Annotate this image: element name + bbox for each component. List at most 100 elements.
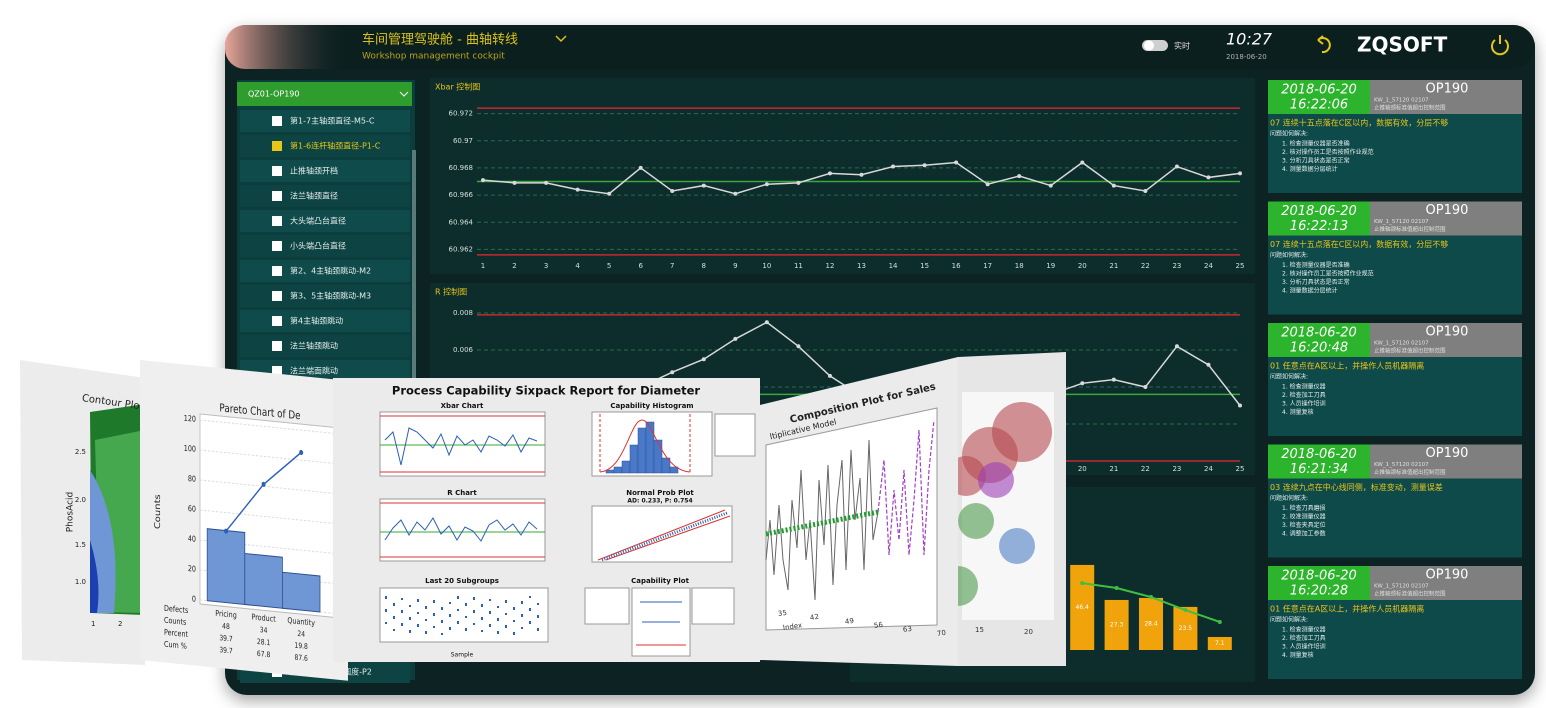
switch-knob[interactable]: [1144, 40, 1154, 51]
mini-dot: [473, 611, 475, 613]
back-button[interactable]: [1317, 35, 1331, 54]
trend-point: [1217, 619, 1222, 624]
alert-step: 4. 测量数据分层统计: [1282, 165, 1338, 173]
mini-dot: [537, 603, 539, 605]
x-tick-label: 15: [920, 262, 929, 270]
contour-ytick: 1.0: [75, 578, 86, 586]
panel-title: Capability Histogram: [610, 402, 693, 410]
sidebar-item: 止推轴颈开档: [290, 166, 338, 176]
data-point: [1111, 183, 1116, 188]
trend-point: [1080, 581, 1085, 586]
sidebar-row[interactable]: [240, 110, 410, 132]
checkbox[interactable]: [272, 141, 282, 151]
chart-title: Xbar 控制图: [435, 82, 480, 92]
sidebar-row[interactable]: [240, 285, 410, 307]
sidebar-row[interactable]: [240, 235, 410, 257]
mini-dot: [505, 626, 507, 628]
decomposition-xtick: 63: [902, 625, 912, 634]
cum-label: 87.6: [295, 653, 308, 663]
mini-dot: [441, 633, 443, 635]
data-point: [764, 320, 769, 325]
alert-heading: 问题如何解决:: [1270, 494, 1308, 502]
mini-dot: [521, 602, 523, 604]
data-point: [764, 182, 769, 187]
contour-region: [90, 540, 99, 613]
bubble-xtick: 15: [975, 626, 984, 634]
x-tick-label: 22: [1141, 465, 1150, 473]
checkbox[interactable]: [272, 341, 282, 351]
mini-dot: [513, 608, 515, 610]
checkbox[interactable]: [272, 191, 282, 201]
sidebar-row[interactable]: [240, 335, 410, 357]
alert-step: 3. 检查夹具定位: [1282, 521, 1326, 529]
sidebar-row[interactable]: [240, 135, 410, 157]
checkbox[interactable]: [272, 216, 282, 226]
panel-title: Capability Plot: [631, 577, 689, 585]
series-line: [765, 439, 879, 601]
x-tick-label: 6: [638, 262, 643, 270]
alert-meta: 止推轴颈标准值超出控制范围: [1374, 104, 1446, 112]
alert-message: 03 连续九点在中心线同侧，标准变动，测量误差: [1270, 482, 1443, 492]
x-tick-label: 8: [702, 262, 706, 270]
scrollbar[interactable]: [412, 150, 416, 390]
checkbox[interactable]: [272, 266, 282, 276]
data-point: [796, 180, 801, 185]
decomposition-xtick: 70: [936, 629, 946, 638]
mini-dot: [425, 619, 427, 621]
sidebar-row[interactable]: [240, 160, 410, 182]
data-point: [827, 373, 832, 378]
checkbox[interactable]: [272, 166, 282, 176]
bar: [1207, 636, 1232, 650]
alert-meta: 止推轴颈标准值超出控制范围: [1374, 347, 1446, 355]
checkbox[interactable]: [272, 116, 282, 126]
x-tick-label: 19: [1046, 262, 1055, 270]
alert-date: 2018-06-20: [1281, 204, 1357, 219]
alert-step: 3. 人员操作培训: [1282, 400, 1326, 408]
data-point: [701, 357, 706, 362]
panel-title: Normal Prob Plot: [626, 489, 694, 497]
percent-label: 39.7: [219, 634, 232, 644]
alert-heading: 问题如何解决:: [1270, 373, 1308, 381]
sidebar-row[interactable]: [240, 210, 410, 232]
x-tick-label: 24: [1204, 262, 1213, 270]
mini-dot: [521, 615, 523, 617]
checkbox[interactable]: [272, 241, 282, 251]
header-corner: [225, 25, 350, 69]
trend-point: [1114, 586, 1119, 591]
alert-meta: KW_1_57120 02107: [1374, 462, 1429, 468]
data-point: [954, 160, 959, 165]
alert-meta: KW_1_57120 02107: [1374, 219, 1429, 225]
grid-line: [200, 419, 349, 436]
alert-message: 07 连续十五点落在C区以内，数据有效，分层不够: [1270, 118, 1448, 128]
forecast-line: [877, 419, 935, 556]
checkbox[interactable]: [272, 316, 282, 326]
data-point: [512, 180, 517, 185]
data-point: [1238, 171, 1242, 176]
sidebar-item: 第4主轴颈跳动: [290, 316, 343, 326]
x-tick-label: 11: [794, 262, 803, 270]
chart-panel: [430, 78, 1255, 274]
y-tick-label: 80: [188, 473, 196, 484]
power-button[interactable]: [1491, 35, 1509, 56]
checkbox[interactable]: [272, 366, 282, 376]
alert-meta: KW_1_57120 02107: [1374, 341, 1429, 347]
header-bar: [225, 25, 1535, 69]
bubble: [999, 528, 1035, 564]
alert-step: 3. 分析刀具状态是否正常: [1282, 278, 1350, 286]
sidebar-item: 第3、5主轴颈跳动-M3: [290, 291, 371, 301]
decomposition-xtick: 42: [809, 613, 819, 622]
sidebar-row[interactable]: [240, 260, 410, 282]
checkbox[interactable]: [272, 291, 282, 301]
sidebar-group[interactable]: [237, 82, 412, 106]
data-point: [670, 189, 675, 194]
mini-band: [597, 509, 726, 561]
count-label: 34: [260, 626, 268, 636]
data-point: [607, 191, 612, 196]
mini-dot: [393, 617, 395, 619]
dropdown-arrow[interactable]: [555, 35, 567, 43]
sidebar-row[interactable]: [240, 185, 410, 207]
sidebar-row[interactable]: [240, 310, 410, 332]
x-tick-label: 7: [670, 262, 674, 270]
mini-band: [605, 515, 731, 561]
